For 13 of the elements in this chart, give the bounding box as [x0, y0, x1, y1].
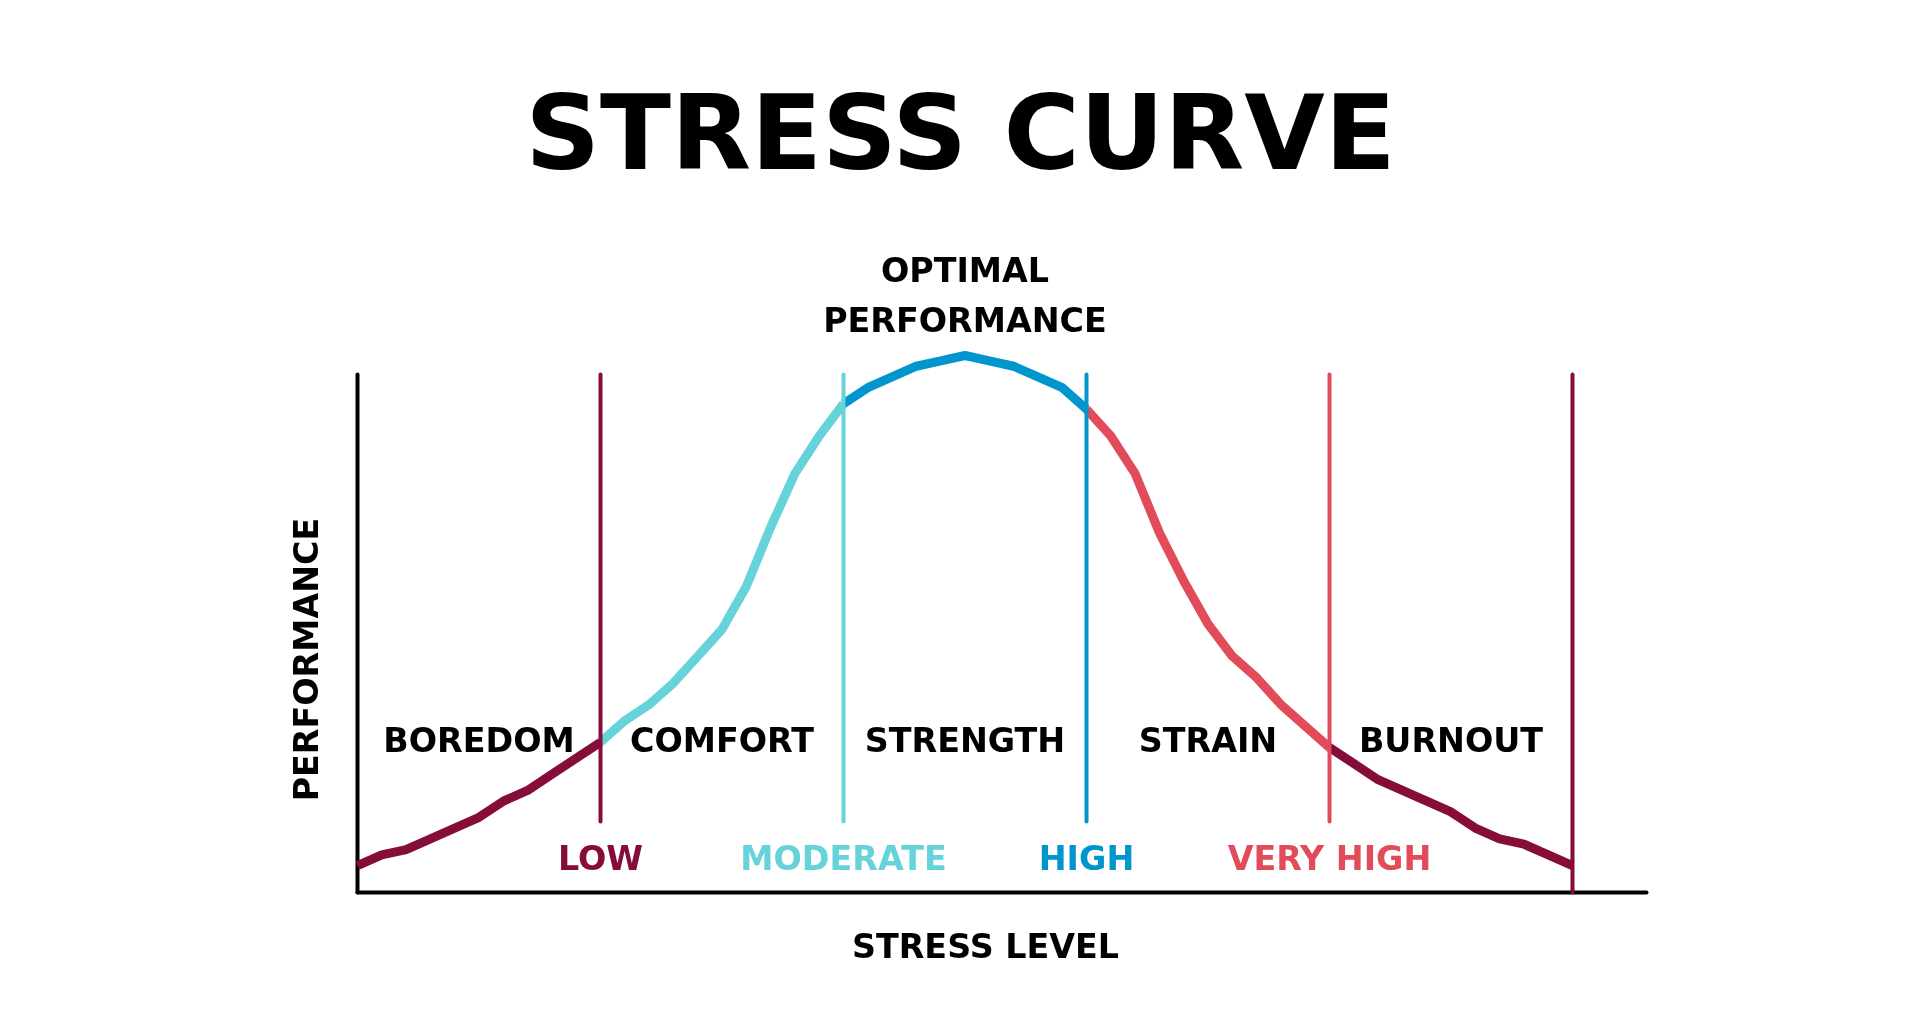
x-tick-label: LOW: [557, 839, 644, 878]
annotation: BOREDOM: [383, 721, 575, 760]
x-tick-label: VERY HIGH: [1227, 839, 1432, 878]
annotation: OPTIMAL PERFORMANCE: [823, 250, 1107, 341]
x-tick-label: HIGH: [1038, 839, 1135, 878]
y-axis-title: PERFORMANCE: [287, 517, 326, 802]
annotation: STRENGTH: [864, 721, 1066, 760]
annotation: STRAIN: [1138, 721, 1278, 760]
annotation: COMFORT: [630, 721, 815, 760]
annotation: BURNOUT: [1358, 721, 1544, 760]
chart-title: STRESS CURVE: [525, 71, 1396, 194]
x-tick-label: MODERATE: [740, 839, 947, 878]
x-axis-title: STRESS LEVEL: [851, 927, 1120, 966]
